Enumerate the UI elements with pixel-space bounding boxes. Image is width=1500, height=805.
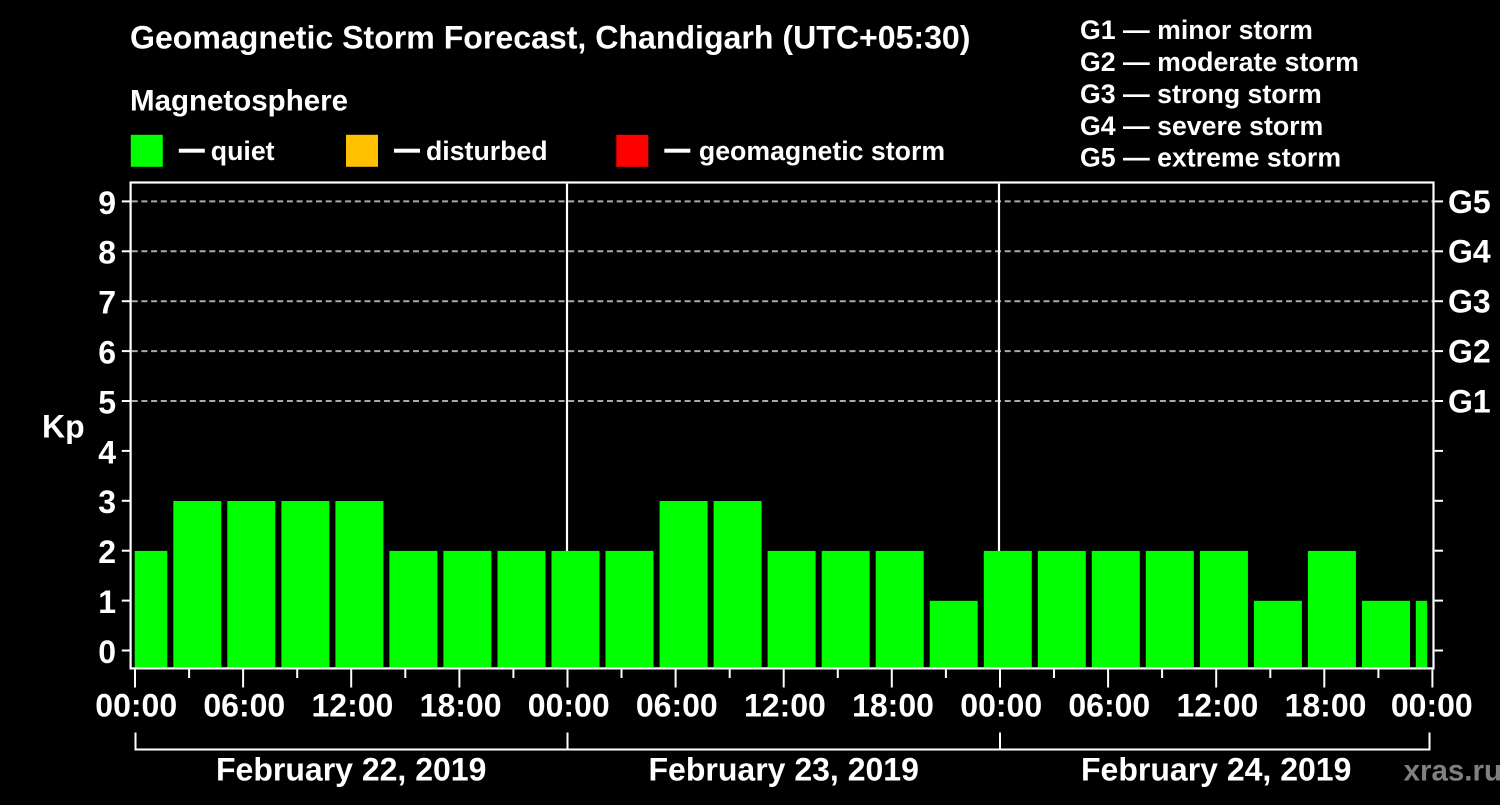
svg-text:Geomagnetic Storm Forecast, Ch: Geomagnetic Storm Forecast, Chandigarh (… bbox=[130, 19, 970, 55]
svg-text:geomagnetic storm: geomagnetic storm bbox=[699, 136, 945, 166]
svg-text:February 23, 2019: February 23, 2019 bbox=[649, 751, 919, 787]
svg-text:G3: G3 bbox=[1448, 284, 1491, 320]
svg-text:2: 2 bbox=[98, 534, 116, 570]
svg-text:G3 — strong storm: G3 — strong storm bbox=[1080, 79, 1322, 109]
svg-text:8: 8 bbox=[98, 235, 116, 271]
svg-text:G4 — severe storm: G4 — severe storm bbox=[1080, 111, 1323, 141]
svg-text:12:00: 12:00 bbox=[1176, 687, 1258, 723]
svg-text:7: 7 bbox=[98, 285, 116, 321]
svg-text:Kp: Kp bbox=[42, 409, 85, 445]
svg-text:06:00: 06:00 bbox=[203, 687, 285, 723]
svg-text:4: 4 bbox=[98, 434, 116, 470]
svg-text:00:00: 00:00 bbox=[528, 687, 610, 723]
svg-text:G1: G1 bbox=[1448, 383, 1491, 419]
svg-text:G2: G2 bbox=[1448, 334, 1491, 370]
svg-text:G5 — extreme storm: G5 — extreme storm bbox=[1080, 143, 1341, 173]
svg-text:Magnetosphere: Magnetosphere bbox=[130, 84, 348, 117]
svg-text:February 22, 2019: February 22, 2019 bbox=[216, 751, 486, 787]
svg-text:12:00: 12:00 bbox=[744, 687, 826, 723]
svg-text:18:00: 18:00 bbox=[420, 687, 502, 723]
svg-text:00:00: 00:00 bbox=[1391, 687, 1473, 723]
svg-text:G5: G5 bbox=[1448, 184, 1491, 220]
svg-text:06:00: 06:00 bbox=[1068, 687, 1150, 723]
svg-text:3: 3 bbox=[98, 484, 116, 520]
svg-text:G1 — minor storm: G1 — minor storm bbox=[1080, 15, 1313, 45]
svg-text:18:00: 18:00 bbox=[1285, 687, 1367, 723]
svg-text:xras.ru: xras.ru bbox=[1404, 755, 1500, 788]
svg-text:G2 — moderate storm: G2 — moderate storm bbox=[1080, 47, 1359, 77]
svg-text:06:00: 06:00 bbox=[636, 687, 718, 723]
svg-text:5: 5 bbox=[98, 384, 116, 420]
svg-text:G4: G4 bbox=[1448, 234, 1491, 270]
svg-text:9: 9 bbox=[98, 185, 116, 221]
svg-text:1: 1 bbox=[98, 584, 116, 620]
svg-text:12:00: 12:00 bbox=[311, 687, 393, 723]
svg-text:disturbed: disturbed bbox=[426, 136, 548, 166]
svg-text:0: 0 bbox=[98, 634, 116, 670]
svg-text:00:00: 00:00 bbox=[960, 687, 1042, 723]
svg-text:18:00: 18:00 bbox=[852, 687, 934, 723]
svg-text:quiet: quiet bbox=[211, 136, 275, 166]
svg-text:February 24, 2019: February 24, 2019 bbox=[1081, 751, 1351, 787]
svg-text:6: 6 bbox=[98, 335, 116, 371]
svg-text:00:00: 00:00 bbox=[95, 687, 177, 723]
